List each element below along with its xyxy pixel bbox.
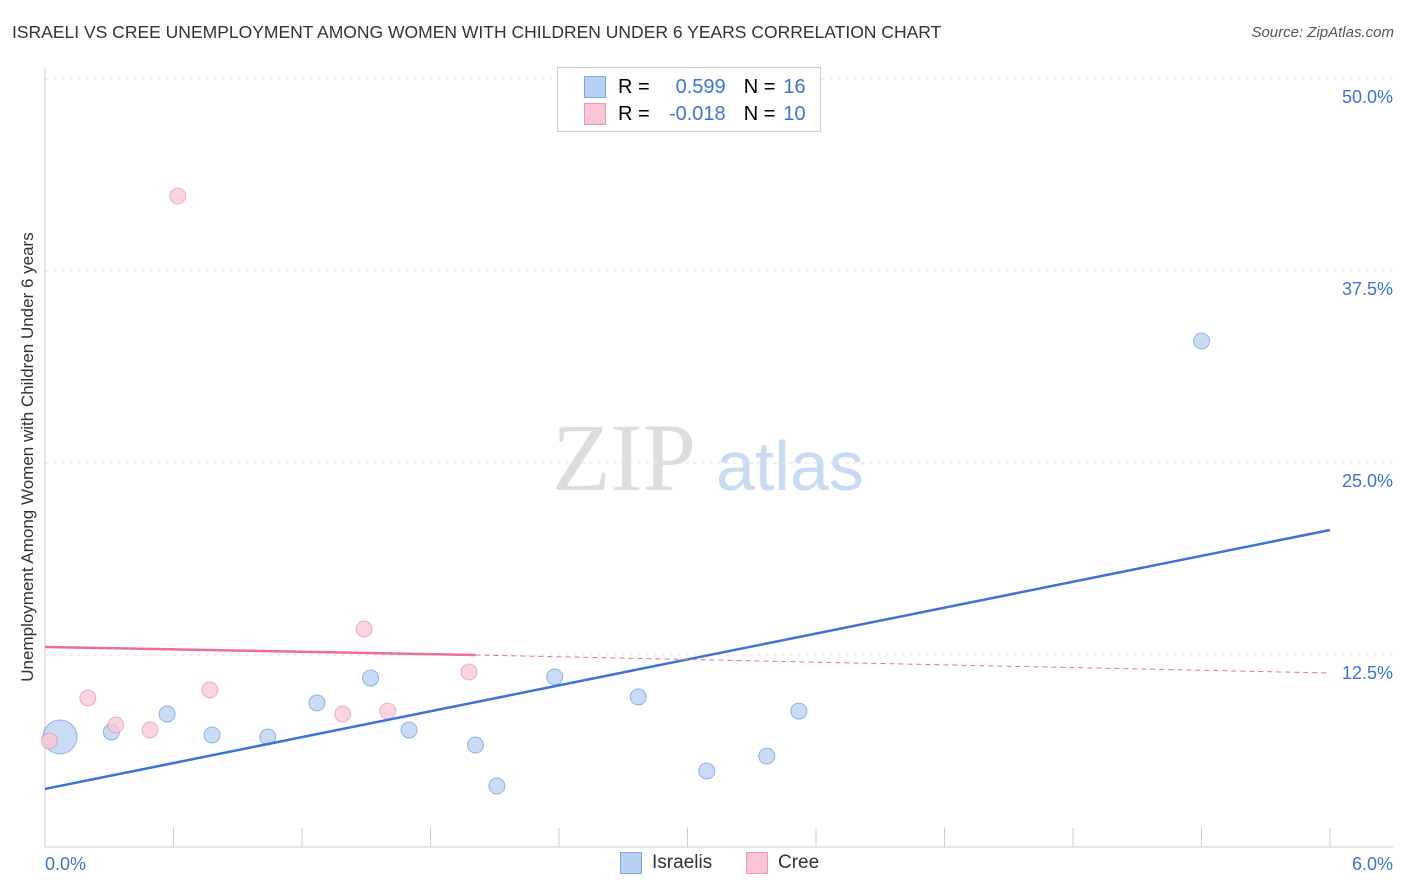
- cree-point: [201, 681, 219, 699]
- israelis-point: [466, 736, 484, 754]
- watermark-atlas: atlas: [716, 427, 864, 505]
- israelis-n: 16: [783, 75, 806, 98]
- n-label: N =: [743, 75, 776, 98]
- legend: R = 0.599 N = 16 R = -0.018 N = 10: [557, 67, 821, 132]
- source-label: Source: ZipAtlas.com: [1251, 24, 1394, 41]
- cree-point: [169, 187, 187, 205]
- cree-point: [379, 702, 397, 720]
- bottom-legend-cree: Cree: [746, 852, 819, 874]
- cree-point: [355, 620, 373, 638]
- bottom-legend-israelis: Israelis: [620, 852, 712, 874]
- x-tick-label: 6.0%: [1352, 854, 1393, 874]
- legend-cree: R = -0.018 N = 10: [584, 102, 806, 126]
- israelis-trend-line: [44, 528, 1331, 791]
- israelis-r: 0.599: [675, 75, 726, 98]
- israelis-point: [488, 777, 506, 795]
- cree-point: [40, 732, 58, 750]
- cree-trend-line: [44, 645, 476, 657]
- israelis-label: Israelis: [652, 852, 713, 873]
- israelis-point: [203, 726, 221, 744]
- y-tick-label: 37.5%: [1342, 279, 1393, 299]
- cree-point: [141, 721, 159, 739]
- israelis-point: [758, 747, 776, 765]
- israelis-point: [629, 688, 647, 706]
- israelis-swatch: [620, 852, 642, 874]
- y-tick-label: 12.5%: [1342, 663, 1393, 683]
- cree-r: -0.018: [668, 102, 726, 125]
- israelis-point: [790, 702, 808, 720]
- cree-swatch: [584, 103, 606, 125]
- israelis-point: [400, 721, 418, 739]
- israelis-point: [546, 668, 564, 686]
- legend-israelis: R = 0.599 N = 16: [584, 75, 806, 99]
- chart-title: ISRAELI VS CREE UNEMPLOYMENT AMONG WOMEN…: [12, 22, 942, 42]
- cree-point: [107, 716, 125, 734]
- y-axis-label: Unemployment Among Women with Children U…: [18, 232, 37, 682]
- cree-n: 10: [783, 102, 806, 125]
- n-label: N =: [743, 102, 776, 125]
- cree-label: Cree: [778, 852, 820, 873]
- y-tick-label: 50.0%: [1342, 87, 1393, 107]
- watermark-zip: ZIP: [552, 404, 696, 511]
- israelis-point: [362, 669, 380, 687]
- r-label: R =: [618, 75, 650, 98]
- r-label: R =: [618, 102, 650, 125]
- israelis-point: [1193, 332, 1210, 350]
- y-tick-label: 25.0%: [1342, 471, 1393, 491]
- x-tick-label: 0.0%: [45, 854, 86, 874]
- israelis-point: [698, 762, 716, 780]
- cree-point: [79, 689, 97, 707]
- cree-point: [460, 663, 478, 681]
- cree-point: [334, 705, 352, 723]
- cree-swatch: [746, 852, 768, 874]
- israelis-point: [158, 705, 176, 723]
- cree-trend-line-dashed: [475, 654, 1331, 674]
- israelis-swatch: [584, 76, 606, 98]
- israelis-point: [308, 694, 326, 712]
